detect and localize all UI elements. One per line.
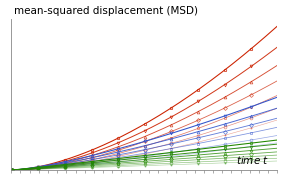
Text: time $t$: time $t$ <box>236 154 269 166</box>
Text: mean-squared displacement (MSD): mean-squared displacement (MSD) <box>14 6 198 16</box>
